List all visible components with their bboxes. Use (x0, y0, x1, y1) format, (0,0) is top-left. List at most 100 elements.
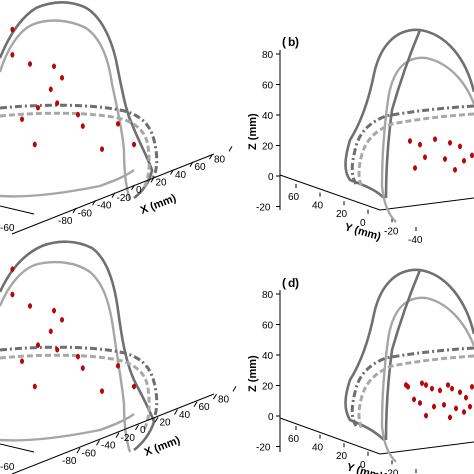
x-axis-line (11, 153, 215, 235)
x-tick-mark (72, 207, 77, 214)
z-tick-label: 40 (262, 351, 274, 362)
electrode-marker (423, 154, 428, 160)
electrode-marker (432, 403, 437, 410)
electrode-marker (75, 111, 80, 118)
z-tick-label: 0 (268, 412, 274, 423)
electrode-marker (442, 401, 447, 408)
electrode-marker (453, 166, 458, 173)
y-tick-label: 60 (288, 434, 300, 445)
electrode-marker (450, 385, 455, 392)
head-profile-front-edge (384, 29, 422, 199)
brain-boundary-light (0, 111, 151, 189)
electrode-marker (412, 396, 417, 403)
electrode-marker (10, 52, 15, 58)
brain-boundary-dark (0, 345, 159, 423)
panel-a: -80 -60 -40 -20 0 20 40 60 80 X (mm) -60 (0, 1, 233, 235)
electrode-marker (60, 316, 65, 323)
y-tick-label: -20 (384, 468, 399, 474)
brain-boundary-light (0, 353, 151, 431)
x-tick-label: -60 (82, 448, 97, 459)
brain-boundary-dark (350, 104, 474, 185)
x-tick-label: 20 (156, 178, 168, 189)
x-tick-label: -20 (121, 433, 136, 444)
electrode-marker (75, 353, 80, 360)
electrode-marker (28, 61, 33, 67)
x-tick-mark (135, 424, 139, 431)
z-tick-label: -20 (256, 443, 271, 454)
x-tick-mark (209, 153, 213, 160)
panel-label-open-paren: ( (282, 276, 286, 290)
x-tick-mark (150, 176, 155, 183)
x-tick-label: 60 (199, 402, 211, 413)
x-axis-title: X (mm) (139, 192, 178, 217)
electrode-marker (99, 146, 104, 152)
x-tick-label: 0 (136, 185, 142, 196)
y-tick-label: 20 (336, 451, 348, 462)
electrode-marker (424, 412, 429, 419)
electrode-marker (28, 303, 33, 309)
x-tick-mark (154, 416, 159, 423)
z-axis-title: Z (mm) (247, 355, 259, 392)
electrode-marker (131, 383, 136, 390)
electrode-marker (36, 104, 41, 111)
x-tick-label: -80 (58, 216, 73, 227)
x-tick-mark (213, 393, 217, 400)
electrode-marker (55, 100, 60, 106)
electrode-marker (438, 387, 443, 394)
electrode-marker (48, 86, 53, 93)
x-tick-label: 80 (214, 154, 226, 165)
brain-boundary-dark (0, 103, 159, 181)
electrode-marker (413, 165, 418, 171)
marker-group (404, 380, 474, 421)
electrode-marker (20, 116, 25, 122)
brain-cap-outline (0, 413, 135, 442)
head-outline-front (0, 240, 156, 452)
electrode-marker (430, 385, 435, 392)
y-tick-label: -60 (0, 223, 15, 234)
electrode-marker (115, 121, 120, 127)
electrode-marker (470, 384, 474, 390)
electrode-marker (470, 152, 474, 159)
x-ticks: -80 -60 -40 -20 0 20 40 60 80 (62, 386, 237, 467)
y-axis-line (0, 205, 35, 215)
panel-label: b (288, 35, 295, 49)
electrode-marker (418, 400, 423, 406)
electrode-marker (468, 403, 473, 410)
x-tick-label: -60 (78, 208, 93, 219)
x-tick-label: 40 (175, 170, 187, 181)
y-tick-label: 40 (312, 201, 324, 212)
electrode-marker (60, 75, 65, 81)
x-tick-label: -40 (101, 441, 116, 452)
electrode-marker (20, 358, 25, 365)
x-tick-mark (232, 386, 237, 392)
panel-label-close-paren: ) (295, 276, 299, 290)
electrode-marker (433, 136, 438, 142)
x-tick-label: -20 (117, 193, 132, 204)
head-outline-front (344, 28, 474, 199)
electrode-marker (448, 139, 453, 146)
panel-label-close-paren: ) (295, 35, 299, 49)
head-outline-front (0, 1, 154, 200)
y-tick-label: 40 (312, 443, 324, 454)
head-outline-back (380, 56, 474, 223)
electrode-marker (52, 307, 57, 314)
x-tick-label: 80 (218, 394, 230, 405)
head-outline-back (0, 19, 132, 201)
z-ticks: 80 60 40 20 0 -20 (256, 50, 280, 214)
marker-group (408, 136, 474, 173)
z-tick-label: 60 (262, 321, 274, 332)
electrode-marker (115, 362, 120, 369)
electrode-marker (458, 143, 463, 150)
electrode-marker (10, 266, 15, 273)
electrode-marker (80, 365, 85, 371)
electrode-marker (462, 157, 467, 164)
z-tick-label: 0 (268, 172, 274, 183)
y-axis-line (279, 417, 474, 455)
y-tick-label: 60 (288, 192, 300, 203)
electrode-marker (36, 342, 41, 348)
panel-c: -80 -60 -40 -20 0 20 40 60 80 X (mm) -60 (0, 240, 237, 474)
electrode-marker (420, 380, 425, 387)
